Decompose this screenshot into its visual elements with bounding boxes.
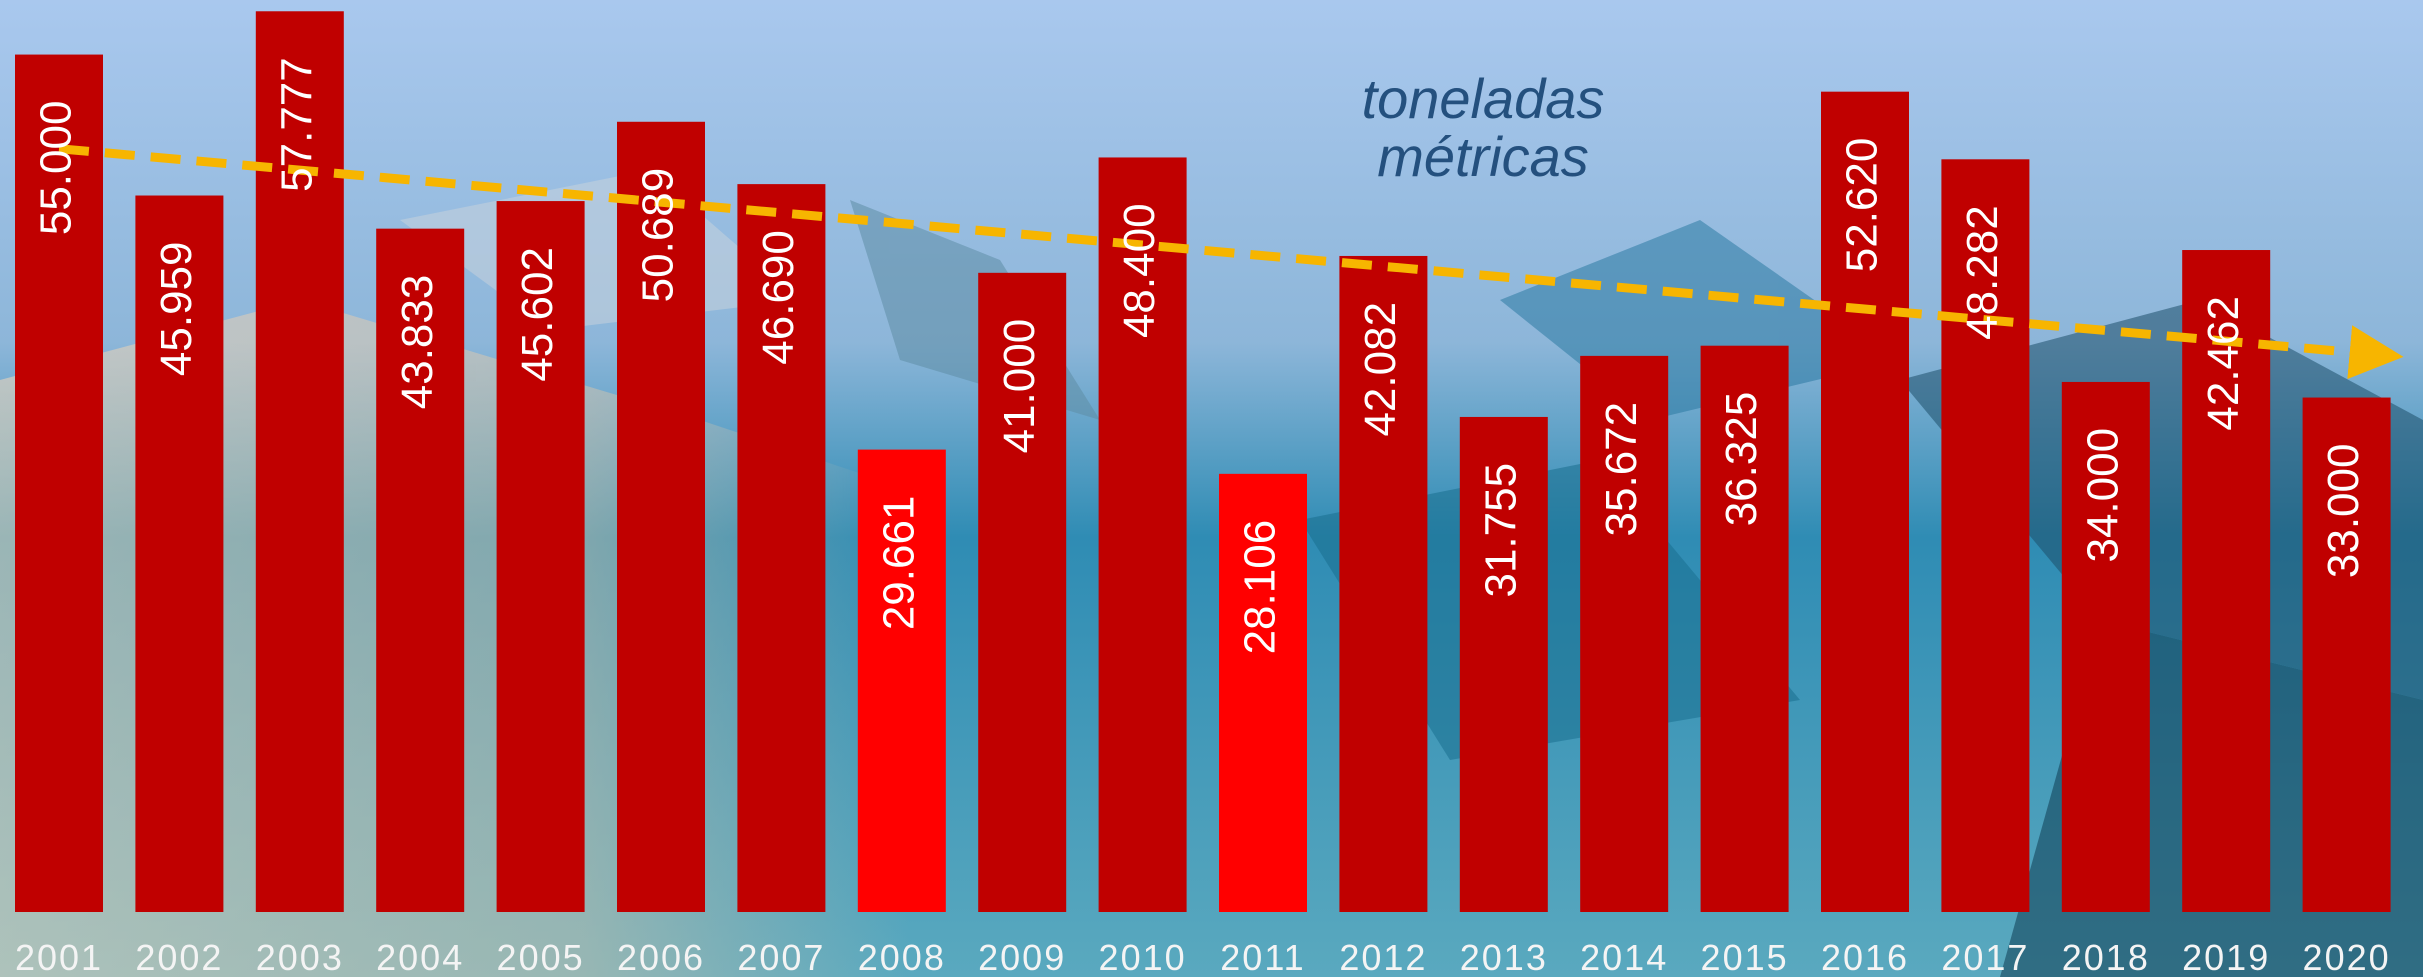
x-tick-label: 2006 [617,937,705,977]
x-tick-label: 2014 [1580,937,1668,977]
value-label: 46.690 [754,230,803,365]
value-label: 36.325 [1717,392,1766,527]
x-tick-label: 2011 [1220,937,1305,977]
x-tick-label: 2010 [1099,937,1187,977]
bar [617,121,705,912]
bar [1098,157,1187,912]
bar [1580,355,1669,912]
x-tick-label: 2005 [497,937,585,977]
x-tick-label: 2015 [1701,937,1789,977]
value-label: 33.000 [2319,444,2368,579]
bar [857,449,946,912]
value-label: 35.672 [1597,402,1646,537]
x-tick-label: 2003 [256,937,344,977]
bar [15,54,103,913]
x-tick-label: 2020 [2303,937,2391,977]
value-label: 48.282 [1958,205,2007,340]
x-tick-label: 2009 [978,937,1066,977]
x-tick-label: 2007 [737,937,825,977]
annotation: toneladas [1362,67,1605,130]
value-label: 48.400 [1115,203,1164,338]
bar [1821,91,1909,912]
x-tick-label: 2019 [2182,937,2270,977]
x-tick-label: 2004 [376,937,464,977]
bar [135,195,224,912]
value-label: 41.000 [995,319,1044,454]
value-label: 42.082 [1356,302,1405,437]
value-label: 50.689 [634,168,683,303]
x-tick-label: 2008 [858,937,946,977]
x-tick-label: 2001 [15,937,103,977]
x-tick-label: 2017 [1941,937,2029,977]
x-tick-label: 2012 [1339,937,1427,977]
value-label: 31.755 [1476,463,1525,598]
bar [737,184,826,912]
value-label: 34.000 [2078,428,2127,563]
value-label: 28.106 [1236,520,1285,655]
bar [2061,381,2150,912]
x-tick-label: 2002 [135,937,223,977]
value-label: 45.959 [152,242,201,377]
bar [2182,250,2271,912]
bar [376,228,465,912]
value-label: 52.620 [1838,138,1887,273]
value-label: 29.661 [874,496,923,631]
x-tick-label: 2016 [1821,937,1909,977]
trend-line [58,144,2404,380]
x-tick-label: 2018 [2062,937,2150,977]
bar [496,201,585,912]
value-label: 42.462 [2199,296,2248,431]
bar [255,11,344,913]
x-tick-label: 2013 [1460,937,1548,977]
bar [1459,416,1548,912]
value-label: 57.777 [272,57,321,192]
bar [2302,397,2391,912]
value-label: 43.833 [393,275,442,410]
bar [1219,473,1307,912]
annotation: métricas [1377,125,1589,188]
bar [978,272,1067,912]
bar [1941,159,2030,912]
bar [1339,255,1428,913]
value-label: 55.000 [32,101,81,236]
value-label: 45.602 [513,247,562,382]
bar [1700,345,1789,912]
